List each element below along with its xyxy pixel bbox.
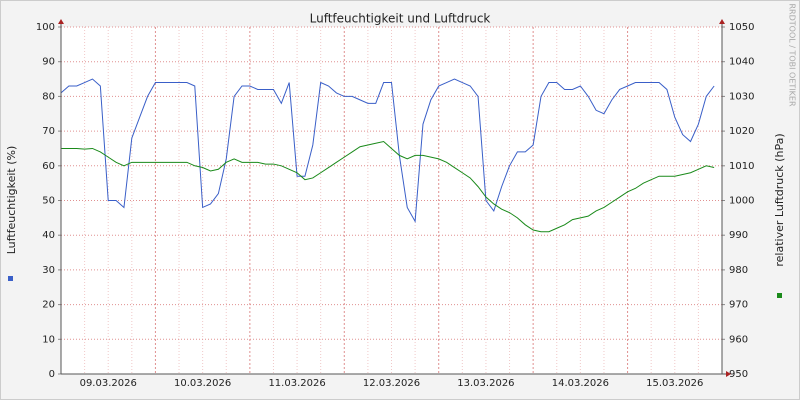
series-line [60,78,715,223]
y2-tick-label: 1040 [729,57,754,68]
x-tick-label: 12.03.2026 [363,378,420,389]
y-axis-label: Luftfeuchtigkeit (%) [5,146,18,255]
y-tick-label: 40 [42,230,55,241]
x-tick-label: 09.03.2026 [80,378,137,389]
x-tick-label: 13.03.2026 [457,378,514,389]
y2-tick-label: 970 [729,300,748,311]
y-tick-label: 100 [36,22,55,33]
y2-tick-label: 990 [729,230,748,241]
x-tick-label: 15.03.2026 [646,378,703,389]
y-tick-label: 70 [42,126,55,137]
y2-tick-label: 1010 [729,161,754,172]
y2-tick-label: 980 [729,265,748,276]
y-tick-label: 0 [49,369,55,380]
axis-arrow [719,19,725,24]
y2-tick-label: 1020 [729,126,754,137]
axis-arrow [726,371,731,377]
y2-tick-label: 1030 [729,91,754,102]
x-tick-label: 11.03.2026 [268,378,325,389]
y-tick-label: 30 [42,265,55,276]
credit: RRDTOOL / TOBI OETIKER [788,3,797,106]
x-tick-label: 14.03.2026 [552,378,609,389]
y-tick-label: 50 [42,196,55,207]
y2-tick-label: 1050 [729,22,754,33]
y2-axis-label: relativer Luftdruck (hPa) [773,133,786,266]
axis-arrow [58,19,64,24]
legend-swatch [8,276,13,281]
y2-tick-label: 960 [729,334,748,345]
series-line [61,140,715,233]
y-tick-label: 80 [42,91,55,102]
y-tick-label: 60 [42,161,55,172]
y-tick-label: 90 [42,57,55,68]
y2-tick-label: 950 [729,369,748,380]
legend-swatch [777,293,782,298]
y-tick-label: 20 [42,300,55,311]
x-tick-label: 10.03.2026 [174,378,231,389]
y2-tick-label: 1000 [729,196,754,207]
y-tick-label: 10 [42,334,55,345]
chart-title: Luftfeuchtigkeit und Luftdruck [310,12,491,26]
